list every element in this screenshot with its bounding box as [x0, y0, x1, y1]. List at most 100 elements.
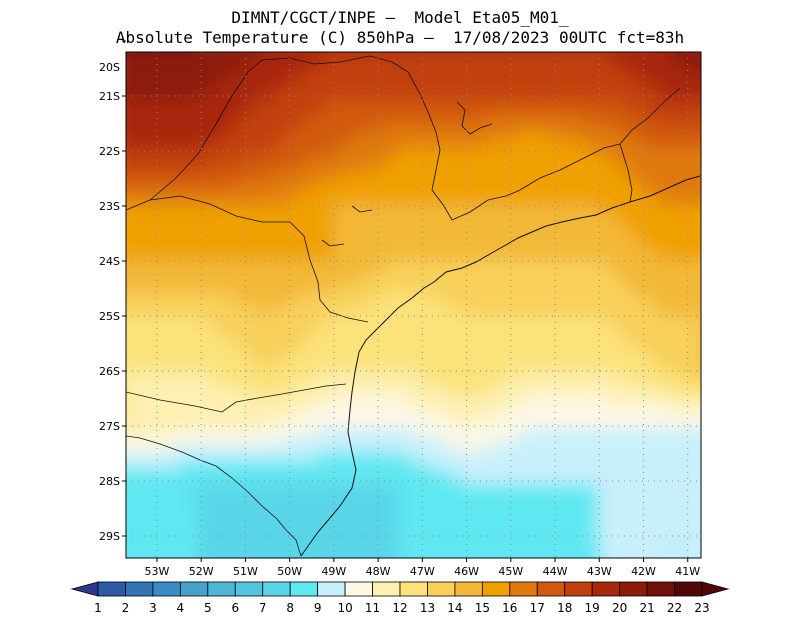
field-cell [582, 260, 591, 269]
field-cell [310, 332, 319, 341]
field-cell [254, 380, 263, 389]
field-cell [566, 484, 575, 493]
field-cell [190, 92, 199, 101]
field-cell [686, 100, 695, 109]
field-cell [150, 100, 159, 109]
field-cell [526, 428, 535, 437]
field-cell [190, 420, 199, 429]
field-cell [182, 156, 191, 165]
field-cell [390, 172, 399, 181]
field-cell [182, 68, 191, 77]
field-cell [142, 260, 151, 269]
field-cell [174, 60, 183, 69]
field-cell [534, 52, 543, 61]
field-cell [382, 524, 391, 533]
field-cell [254, 316, 263, 325]
field-cell [486, 164, 495, 173]
field-cell [446, 388, 455, 397]
field-cell [190, 100, 199, 109]
field-cell [230, 100, 239, 109]
field-cell [646, 164, 655, 173]
field-cell [526, 140, 535, 149]
field-cell [366, 108, 375, 117]
field-cell [382, 100, 391, 109]
field-cell [702, 324, 711, 333]
field-cell [630, 516, 639, 525]
field-cell [334, 244, 343, 253]
field-cell [230, 468, 239, 477]
field-cell [350, 284, 359, 293]
field-cell [238, 388, 247, 397]
field-cell [494, 284, 503, 293]
field-cell [190, 52, 199, 53]
field-cell [422, 556, 431, 558]
field-cell [478, 164, 487, 173]
field-cell [150, 444, 159, 453]
field-cell [622, 276, 631, 285]
field-cell [646, 60, 655, 69]
field-cell [582, 436, 591, 445]
field-cell [126, 52, 127, 61]
field-cell [222, 332, 231, 341]
field-cell [270, 540, 279, 549]
field-cell [262, 388, 271, 397]
field-cell [550, 236, 559, 245]
field-cell [310, 460, 319, 469]
field-cell [470, 196, 479, 205]
field-cell [550, 332, 559, 341]
field-cell [230, 60, 239, 69]
field-cell [526, 172, 535, 181]
field-cell [638, 84, 647, 93]
field-cell [190, 436, 199, 445]
field-cell [342, 100, 351, 109]
field-cell [710, 172, 719, 181]
field-cell [190, 556, 199, 558]
field-cell [310, 532, 319, 541]
field-cell [670, 220, 679, 229]
field-cell [334, 484, 343, 493]
field-cell [254, 212, 263, 221]
field-cell [254, 548, 263, 557]
field-cell [390, 116, 399, 125]
field-cell [198, 300, 207, 309]
field-cell [518, 284, 527, 293]
field-cell [246, 92, 255, 101]
field-cell [614, 156, 623, 165]
field-cell [318, 444, 327, 453]
field-cell [702, 188, 711, 197]
field-cell [510, 108, 519, 117]
field-cell [278, 108, 287, 117]
field-cell [342, 484, 351, 493]
field-cell [182, 476, 191, 485]
field-cell [558, 316, 567, 325]
field-cell [454, 396, 463, 405]
field-cell [662, 348, 671, 357]
field-cell [278, 364, 287, 373]
field-cell [302, 100, 311, 109]
field-cell [342, 84, 351, 93]
field-cell [662, 404, 671, 413]
field-cell [542, 180, 551, 189]
field-cell [702, 228, 711, 237]
field-cell [710, 468, 719, 477]
field-cell [350, 84, 359, 93]
field-cell [174, 180, 183, 189]
field-cell [654, 284, 663, 293]
field-cell [206, 524, 215, 533]
field-cell [318, 140, 327, 149]
field-cell [702, 36, 711, 45]
field-cell [398, 300, 407, 309]
field-cell [582, 428, 591, 437]
field-cell [398, 236, 407, 245]
field-cell [454, 364, 463, 373]
field-cell [558, 60, 567, 69]
field-cell [678, 196, 687, 205]
field-cell [598, 468, 607, 477]
field-cell [222, 92, 231, 101]
field-cell [606, 36, 615, 45]
field-cell [310, 420, 319, 429]
field-cell [542, 516, 551, 525]
field-cell [326, 212, 335, 221]
field-cell [670, 452, 679, 461]
field-cell [262, 52, 271, 61]
